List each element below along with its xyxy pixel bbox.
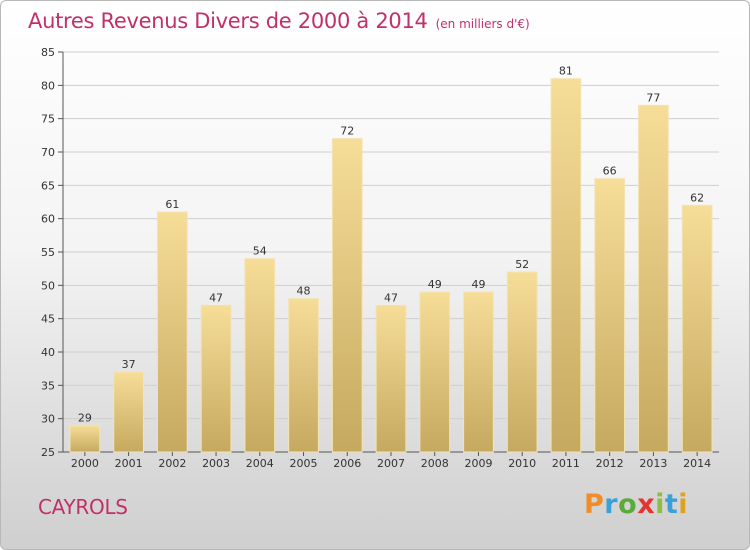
x-tick-label: 2012 — [596, 457, 624, 470]
y-tick-label: 85 — [41, 46, 55, 59]
bar — [419, 291, 451, 453]
y-tick-label: 55 — [41, 246, 55, 259]
data-label: 62 — [690, 191, 704, 204]
data-label: 54 — [253, 245, 267, 258]
bar — [200, 304, 232, 453]
data-label: 77 — [646, 91, 660, 104]
y-tick-label: 65 — [41, 179, 55, 192]
data-label: 81 — [559, 65, 573, 78]
data-label: 61 — [165, 198, 179, 211]
x-tick-label: 2011 — [552, 457, 580, 470]
data-label: 37 — [122, 358, 136, 371]
bar — [288, 298, 319, 453]
y-tick-label: 60 — [41, 213, 55, 226]
bar — [681, 204, 713, 453]
x-tick-label: 2007 — [377, 457, 405, 470]
data-label: 47 — [384, 291, 398, 304]
bar — [463, 291, 494, 453]
y-tick-label: 45 — [41, 313, 55, 326]
y-tick-label: 30 — [41, 413, 55, 426]
x-tick-label: 2013 — [639, 457, 667, 470]
y-tick-label: 35 — [41, 379, 55, 392]
y-tick-label: 70 — [41, 146, 55, 159]
x-tick-label: 2001 — [115, 457, 143, 470]
data-label: 47 — [209, 291, 223, 304]
y-tick-label: 40 — [41, 346, 55, 359]
data-label: 29 — [78, 411, 92, 424]
brand-letter: i — [655, 489, 665, 520]
bar — [375, 304, 407, 453]
place-name: CAYROLS — [38, 495, 128, 519]
x-tick-label: 2006 — [333, 457, 361, 470]
data-label: 52 — [515, 258, 529, 271]
x-tick-label: 2014 — [683, 457, 711, 470]
y-tick-label: 80 — [41, 79, 55, 92]
brand-letter: x — [637, 489, 656, 520]
x-tick-label: 2005 — [290, 457, 318, 470]
data-label: 49 — [428, 278, 442, 291]
brand-letter: t — [664, 489, 679, 520]
x-tick-label: 2010 — [508, 457, 536, 470]
brand-letter: i — [678, 489, 689, 520]
bar — [331, 138, 363, 453]
data-label: 72 — [340, 125, 354, 138]
brand-letter: o — [618, 489, 638, 520]
brand-letter: P — [584, 489, 605, 520]
bar — [69, 424, 101, 453]
bar — [244, 258, 276, 453]
x-tick-label: 2008 — [421, 457, 449, 470]
data-label: 66 — [603, 165, 617, 178]
bar — [113, 371, 144, 453]
bar — [156, 211, 188, 453]
data-label: 48 — [297, 285, 311, 298]
y-tick-label: 50 — [41, 279, 55, 292]
bar — [638, 104, 669, 453]
bar — [594, 178, 626, 453]
chart-title-block: Autres Revenus Divers de 2000 à 2014 (en … — [28, 9, 530, 33]
x-tick-label: 2009 — [464, 457, 492, 470]
x-tick-label: 2003 — [202, 457, 230, 470]
data-label: 49 — [471, 278, 485, 291]
x-tick-label: 2004 — [246, 457, 274, 470]
chart-title: Autres Revenus Divers de 2000 à 2014 — [28, 9, 428, 33]
y-tick-label: 75 — [41, 113, 55, 126]
chart-subtitle: (en milliers d'€) — [435, 17, 530, 31]
bar — [550, 78, 582, 453]
x-tick-label: 2000 — [71, 457, 99, 470]
x-tick-label: 2002 — [158, 457, 186, 470]
brand-logo: Proxiti — [584, 489, 688, 520]
bar — [506, 271, 538, 453]
y-tick-label: 25 — [41, 446, 55, 459]
brand-letter: r — [604, 489, 619, 520]
